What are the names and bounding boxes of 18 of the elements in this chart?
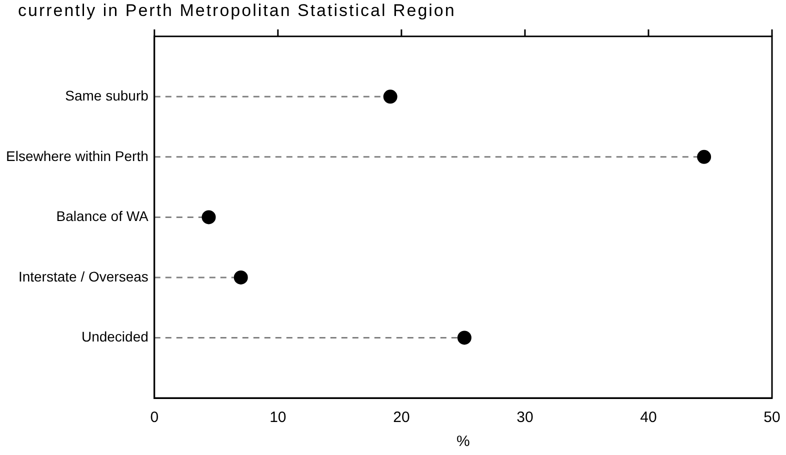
point <box>202 210 216 224</box>
x-tick-label: 20 <box>393 409 410 426</box>
point <box>697 150 712 164</box>
x-tick-label: 50 <box>764 409 780 426</box>
point <box>383 90 398 104</box>
point <box>234 270 248 284</box>
y-tick-label: Elsewhere within Perth <box>6 148 148 164</box>
x-axis-title: % <box>456 433 470 450</box>
point <box>457 330 472 345</box>
x-tick-label: 30 <box>516 409 534 426</box>
y-tick-label: Balance of WA <box>56 208 150 224</box>
chart-title: currently in Perth Metropolitan Statistical Region <box>17 0 457 22</box>
x-tick-label: 40 <box>640 409 657 426</box>
y-tick-label: Undecided <box>81 328 148 345</box>
y-tick-label: Same suburb <box>65 88 149 104</box>
x-tick-label: 0 <box>150 409 159 426</box>
y-tick-label: Interstate / Overseas <box>18 268 148 284</box>
x-tick-label: 10 <box>270 409 286 426</box>
